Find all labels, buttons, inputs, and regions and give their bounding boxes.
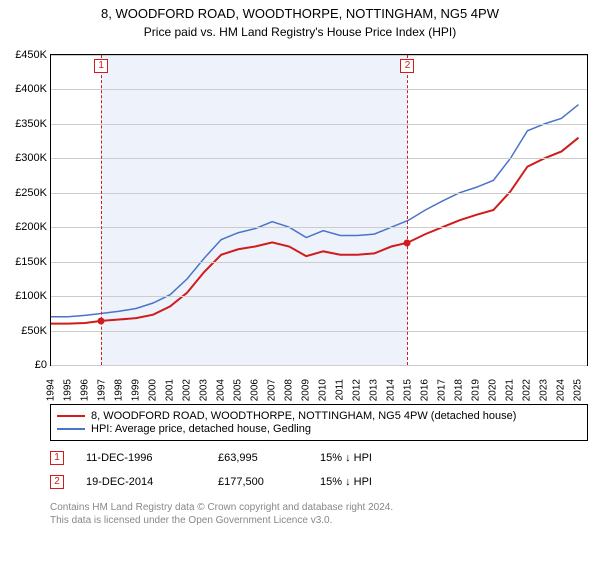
x-axis-tick-label: 2019 bbox=[471, 379, 482, 401]
sale-price: £63,995 bbox=[218, 452, 298, 464]
legend-swatch bbox=[57, 428, 85, 430]
legend-label: 8, WOODFORD ROAD, WOODTHORPE, NOTTINGHAM… bbox=[91, 410, 516, 422]
chart-gridline bbox=[51, 89, 587, 90]
chart-marker-line bbox=[407, 55, 408, 365]
x-axis-tick-label: 1997 bbox=[97, 379, 108, 401]
y-axis-tick-label: £400K bbox=[15, 83, 47, 95]
attribution-footer: Contains HM Land Registry data © Crown c… bbox=[50, 501, 588, 527]
legend-item: HPI: Average price, detached house, Gedl… bbox=[57, 423, 581, 435]
chart-container: £0£50K£100K£150K£200K£250K£300K£350K£400… bbox=[50, 54, 588, 394]
chart-title-line2: Price paid vs. HM Land Registry's House … bbox=[0, 25, 600, 39]
legend-label: HPI: Average price, detached house, Gedl… bbox=[91, 423, 311, 435]
x-axis-tick-label: 1994 bbox=[46, 379, 57, 401]
legend-swatch bbox=[57, 415, 85, 417]
footer-line: Contains HM Land Registry data © Crown c… bbox=[50, 501, 588, 514]
x-axis-tick-label: 2025 bbox=[573, 379, 584, 401]
sale-vs-hpi: 15% ↓ HPI bbox=[320, 476, 372, 488]
x-axis-tick-label: 2022 bbox=[522, 379, 533, 401]
x-axis-tick-label: 2021 bbox=[505, 379, 516, 401]
series-hpi bbox=[51, 105, 578, 317]
y-axis-tick-label: £100K bbox=[15, 290, 47, 302]
x-axis-tick-label: 1998 bbox=[114, 379, 125, 401]
x-axis-tick-label: 2006 bbox=[250, 379, 261, 401]
sales-table: 1 11-DEC-1996 £63,995 15% ↓ HPI 2 19-DEC-2014… bbox=[50, 451, 588, 489]
footer-line: This data is licensed under the Open Gov… bbox=[50, 514, 588, 527]
x-axis-tick-label: 2023 bbox=[539, 379, 550, 401]
chart-plot-area: £0£50K£100K£150K£200K£250K£300K£350K£400… bbox=[50, 54, 588, 366]
chart-gridline bbox=[51, 193, 587, 194]
x-axis-tick-label: 2020 bbox=[488, 379, 499, 401]
x-axis-tick-label: 2010 bbox=[318, 379, 329, 401]
chart-gridline bbox=[51, 262, 587, 263]
y-axis-tick-label: £200K bbox=[15, 221, 47, 233]
sale-row: 1 11-DEC-1996 £63,995 15% ↓ HPI bbox=[50, 451, 588, 465]
chart-legend: 8, WOODFORD ROAD, WOODTHORPE, NOTTINGHAM… bbox=[50, 404, 588, 441]
y-axis-tick-label: £50K bbox=[21, 325, 47, 337]
chart-gridline bbox=[51, 55, 587, 56]
sale-badge: 1 bbox=[50, 451, 64, 465]
chart-gridline bbox=[51, 296, 587, 297]
chart-footer-block: 8, WOODFORD ROAD, WOODTHORPE, NOTTINGHAM… bbox=[50, 404, 588, 527]
sale-vs-hpi: 15% ↓ HPI bbox=[320, 452, 372, 464]
chart-marker-badge: 2 bbox=[400, 59, 414, 73]
x-axis-tick-label: 2017 bbox=[437, 379, 448, 401]
y-axis-tick-label: £150K bbox=[15, 256, 47, 268]
x-axis-tick-label: 2009 bbox=[301, 379, 312, 401]
sale-date: 11-DEC-1996 bbox=[86, 452, 196, 464]
chart-gridline bbox=[51, 365, 587, 366]
x-axis-tick-label: 2001 bbox=[165, 379, 176, 401]
y-axis-tick-label: £300K bbox=[15, 152, 47, 164]
x-axis-tick-label: 2003 bbox=[199, 379, 210, 401]
x-axis-tick-label: 2015 bbox=[403, 379, 414, 401]
chart-gridline bbox=[51, 331, 587, 332]
chart-svg bbox=[51, 55, 587, 365]
x-axis-tick-label: 2018 bbox=[454, 379, 465, 401]
chart-gridline bbox=[51, 227, 587, 228]
x-axis-tick-label: 1996 bbox=[80, 379, 91, 401]
sale-row: 2 19-DEC-2014 £177,500 15% ↓ HPI bbox=[50, 475, 588, 489]
x-axis-tick-label: 1995 bbox=[63, 379, 74, 401]
x-axis-tick-label: 2014 bbox=[386, 379, 397, 401]
x-axis-tick-label: 2005 bbox=[233, 379, 244, 401]
chart-gridline bbox=[51, 124, 587, 125]
x-axis-tick-label: 1999 bbox=[131, 379, 142, 401]
chart-marker-dot bbox=[404, 239, 411, 246]
x-axis-tick-label: 2008 bbox=[284, 379, 295, 401]
x-axis-tick-label: 2000 bbox=[148, 379, 159, 401]
chart-marker-badge: 1 bbox=[94, 59, 108, 73]
x-axis-tick-label: 2013 bbox=[369, 379, 380, 401]
sale-badge: 2 bbox=[50, 475, 64, 489]
x-axis-tick-label: 2004 bbox=[216, 379, 227, 401]
y-axis-tick-label: £250K bbox=[15, 187, 47, 199]
page-root: 8, WOODFORD ROAD, WOODTHORPE, NOTTINGHAM… bbox=[0, 6, 600, 566]
y-axis-tick-label: £450K bbox=[15, 49, 47, 61]
y-axis-tick-label: £0 bbox=[35, 359, 47, 371]
sale-date: 19-DEC-2014 bbox=[86, 476, 196, 488]
chart-gridline bbox=[51, 158, 587, 159]
legend-item: 8, WOODFORD ROAD, WOODTHORPE, NOTTINGHAM… bbox=[57, 410, 581, 422]
y-axis-tick-label: £350K bbox=[15, 118, 47, 130]
x-axis-tick-label: 2024 bbox=[556, 379, 567, 401]
x-axis-tick-label: 2012 bbox=[352, 379, 363, 401]
x-axis-tick-label: 2007 bbox=[267, 379, 278, 401]
chart-marker-dot bbox=[98, 317, 105, 324]
sale-price: £177,500 bbox=[218, 476, 298, 488]
x-axis-tick-label: 2011 bbox=[335, 379, 346, 401]
x-axis-tick-label: 2016 bbox=[420, 379, 431, 401]
chart-title-line1: 8, WOODFORD ROAD, WOODTHORPE, NOTTINGHAM… bbox=[0, 6, 600, 23]
x-axis-tick-label: 2002 bbox=[182, 379, 193, 401]
